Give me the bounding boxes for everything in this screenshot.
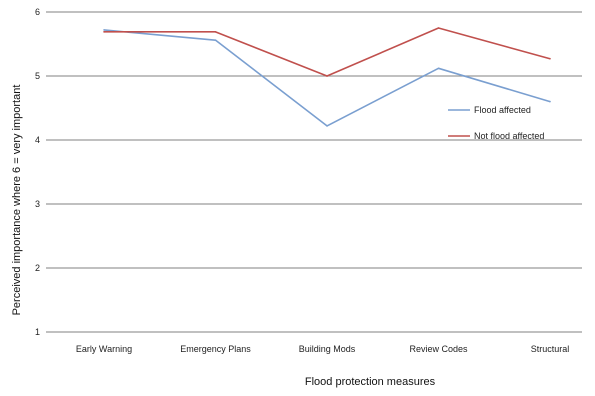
series-lines	[103, 27, 551, 127]
data-point	[549, 57, 551, 60]
x-tick-labels: Early Warning Emergency Plans Building Mod…	[76, 344, 569, 354]
data-point	[103, 31, 105, 33]
x-tick-label: Review Codes	[409, 344, 468, 354]
x-tick-label: Early Warning	[76, 344, 132, 354]
data-point	[326, 125, 328, 127]
y-tick-label: 5	[35, 71, 40, 81]
data-point	[214, 39, 217, 41]
legend: Flood affected Not flood affected	[448, 105, 544, 141]
y-tick-label: 1	[35, 327, 40, 337]
gridlines	[46, 11, 582, 333]
y-tick-label: 3	[35, 199, 40, 209]
y-tick-labels: 1 2 3 4 5 6	[35, 7, 40, 337]
data-point	[437, 67, 440, 70]
x-tick-label: Building Mods	[299, 344, 356, 354]
legend-label: Not flood affected	[474, 131, 544, 141]
data-point	[549, 100, 551, 103]
legend-label: Flood affected	[474, 105, 531, 115]
x-axis-title: Flood protection measures	[305, 376, 436, 388]
y-tick-label: 2	[35, 263, 40, 273]
y-tick-label: 6	[35, 7, 40, 17]
data-point	[103, 29, 105, 31]
y-tick-label: 4	[35, 135, 40, 145]
data-point	[437, 27, 440, 29]
x-tick-label: Structural	[531, 344, 570, 354]
data-point	[214, 31, 217, 33]
series-line-1	[104, 27, 551, 77]
data-point	[326, 75, 328, 77]
x-tick-label: Emergency Plans	[180, 344, 251, 354]
y-axis-title: Perceived importance where 6 = very impo…	[11, 85, 23, 316]
